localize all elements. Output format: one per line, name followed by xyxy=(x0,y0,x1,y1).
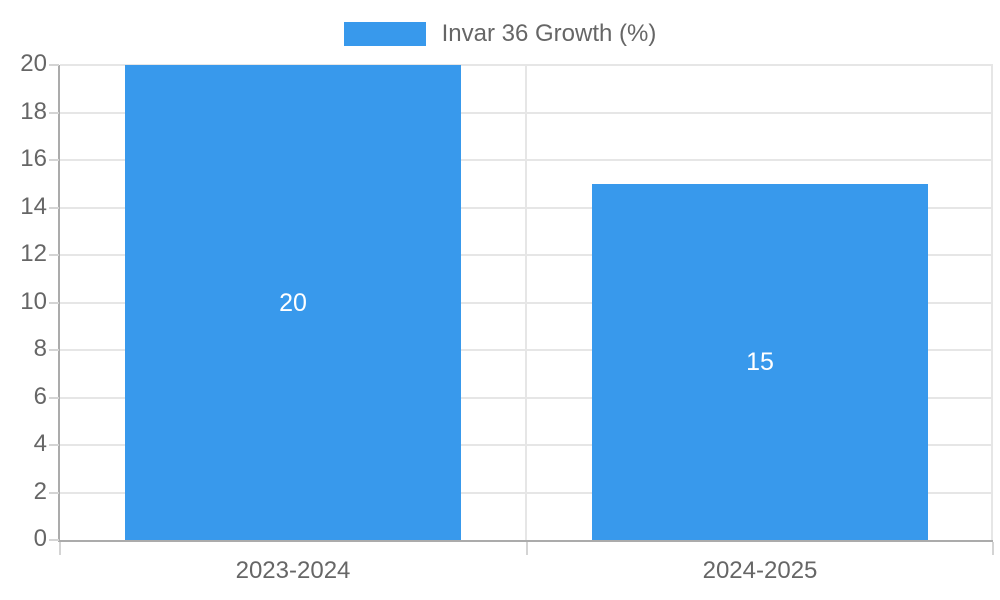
y-tick-label: 10 xyxy=(20,288,47,315)
y-axis-tick xyxy=(49,302,59,304)
y-tick-label: 4 xyxy=(33,430,47,457)
x-gridline xyxy=(991,65,993,540)
y-axis-tick xyxy=(49,349,59,351)
legend-item-invar-36-growth[interactable]: Invar 36 Growth (%) xyxy=(343,20,657,47)
y-tick-label: 2 xyxy=(33,478,47,505)
y-axis-tick xyxy=(49,159,59,161)
y-tick-label: 12 xyxy=(20,240,47,267)
y-tick-label: 16 xyxy=(20,145,47,172)
y-axis-tick xyxy=(49,397,59,399)
bar-value-label: 15 xyxy=(746,348,774,376)
bar-value-label: 20 xyxy=(279,289,307,317)
y-axis-tick xyxy=(49,64,59,66)
y-axis-tick xyxy=(49,492,59,494)
x-axis-tick xyxy=(59,542,61,555)
bar-2024-2025[interactable] xyxy=(592,184,928,540)
y-tick-label: 6 xyxy=(33,383,47,410)
x-axis-tick xyxy=(992,542,994,555)
legend: Invar 36 Growth (%) xyxy=(0,21,1000,47)
y-tick-label: 18 xyxy=(20,98,47,125)
y-axis-tick xyxy=(49,444,59,446)
x-gridline xyxy=(525,65,527,540)
y-axis-tick xyxy=(49,207,59,209)
legend-swatch xyxy=(343,22,426,46)
plot-area: 20 15 xyxy=(58,64,993,542)
bar-2023-2024[interactable] xyxy=(125,65,461,540)
y-axis-tick xyxy=(49,112,59,114)
x-tick-label: 2023-2024 xyxy=(235,557,351,584)
y-axis-tick xyxy=(49,254,59,256)
y-axis-tick xyxy=(49,539,59,541)
x-axis-tick xyxy=(526,542,528,555)
y-tick-label: 8 xyxy=(33,335,47,362)
x-tick-label: 2024-2025 xyxy=(702,557,818,584)
y-tick-label: 20 xyxy=(20,50,47,77)
y-tick-label: 14 xyxy=(20,193,47,220)
y-tick-label: 0 xyxy=(33,525,47,552)
legend-label: Invar 36 Growth (%) xyxy=(441,20,657,47)
